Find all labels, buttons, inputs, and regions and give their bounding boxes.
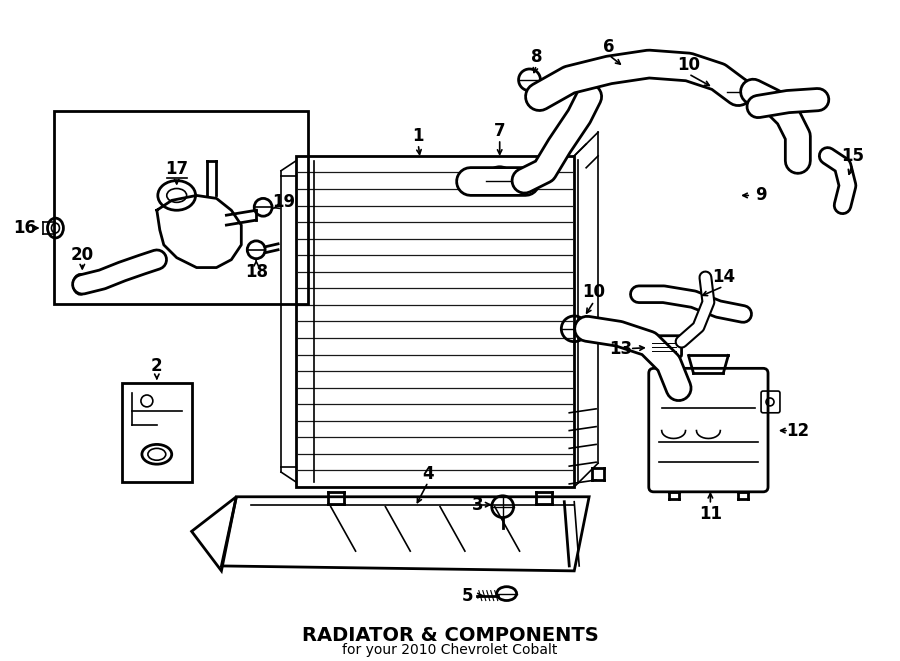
Text: 6: 6 <box>603 38 615 56</box>
Text: 1: 1 <box>412 127 424 145</box>
Text: 14: 14 <box>712 268 735 286</box>
Text: 10: 10 <box>582 284 606 301</box>
Text: 17: 17 <box>165 160 188 178</box>
Text: 11: 11 <box>699 504 722 523</box>
Text: 2: 2 <box>151 358 163 375</box>
Text: RADIATOR & COMPONENTS: RADIATOR & COMPONENTS <box>302 625 598 644</box>
Text: 7: 7 <box>494 122 506 140</box>
Text: 4: 4 <box>422 465 434 483</box>
Bar <box>55 112 308 304</box>
Text: 9: 9 <box>755 186 767 204</box>
Text: 16: 16 <box>14 219 36 237</box>
Text: 12: 12 <box>787 422 809 440</box>
Text: 15: 15 <box>841 147 864 165</box>
Text: 3: 3 <box>472 496 483 514</box>
Text: 10: 10 <box>677 56 700 74</box>
Text: 19: 19 <box>273 194 295 212</box>
Text: 13: 13 <box>609 340 633 358</box>
Text: for your 2010 Chevrolet Cobalt: for your 2010 Chevrolet Cobalt <box>342 643 558 657</box>
Text: 18: 18 <box>245 262 267 280</box>
Text: 8: 8 <box>531 48 542 66</box>
Text: 5: 5 <box>462 586 473 605</box>
Bar <box>296 156 574 487</box>
Bar <box>122 383 192 482</box>
Text: 20: 20 <box>71 246 94 264</box>
